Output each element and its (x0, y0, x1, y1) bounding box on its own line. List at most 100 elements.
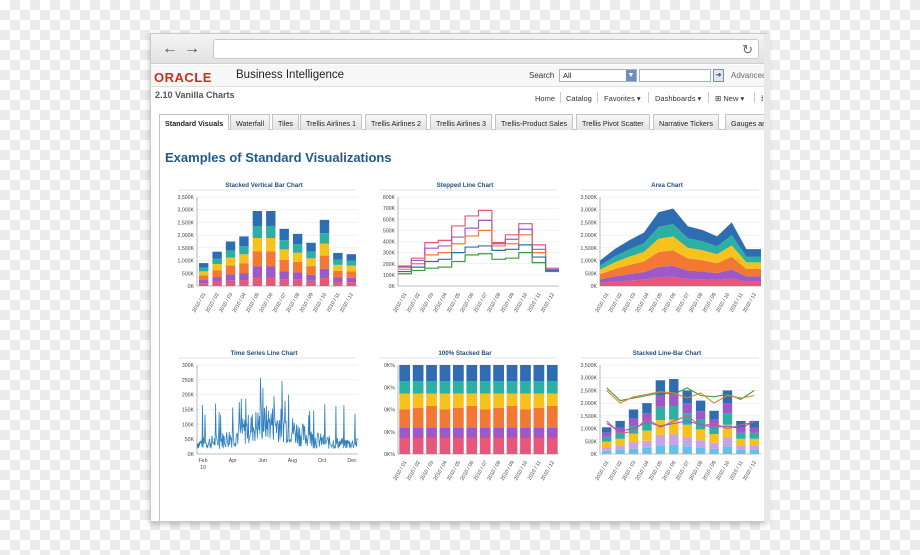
bar-segment (466, 437, 478, 454)
bar-segment (655, 445, 666, 454)
tab-tiles[interactable]: Tiles (272, 114, 299, 130)
advanced-search-link[interactable]: Advanced (731, 71, 767, 80)
bar-segment (466, 381, 478, 394)
bar-segment (642, 421, 652, 431)
bar-segment (333, 252, 343, 260)
bar-segment (506, 393, 518, 406)
tab-gauges[interactable]: Gauges and (725, 114, 766, 130)
bar-segment (412, 407, 424, 428)
bar-segment (520, 381, 531, 394)
bar-segment (412, 381, 424, 394)
bar-segment (212, 258, 222, 265)
bar-segment (749, 438, 759, 446)
tab-trellis-pivot-scatter[interactable]: Trellis Pivot Scatter (576, 114, 650, 130)
tab-trellis-product-sales[interactable]: Trellis-Product Sales (495, 114, 574, 130)
bar-segment (655, 380, 666, 396)
y-tick-label: 250K (182, 378, 195, 384)
y-tick-label: 0K (591, 284, 598, 290)
x-tick-label: Apr (229, 458, 237, 464)
area-band (600, 265, 761, 283)
search-scope-select[interactable]: All ▼ (559, 69, 637, 82)
y-tick-label: 0K% (384, 452, 395, 458)
bar-segment (252, 251, 263, 267)
bar-segment (533, 407, 545, 428)
nav-dashboards-menu[interactable]: Dashboards ▾ (655, 94, 702, 103)
bar-segment (695, 429, 706, 441)
bar-segment (546, 393, 558, 406)
bar-segment (602, 432, 612, 437)
bar-segment (669, 393, 679, 406)
tab-waterfall[interactable]: Waterfall (230, 114, 271, 130)
tab-trellis-airlines-2[interactable]: Trellis Airlines 2 (365, 114, 428, 130)
bar-segment (682, 390, 692, 404)
bar-segment (736, 445, 746, 451)
y-tick-label: 0K (591, 452, 598, 458)
bar-segment (199, 263, 209, 268)
bar-segment (722, 446, 733, 454)
reload-icon[interactable]: ↻ (742, 42, 753, 57)
bar-segment (292, 272, 303, 280)
bar-segment (279, 240, 289, 250)
search-go-icon[interactable]: ➔ (713, 69, 724, 82)
tab-narrative-tickers[interactable]: Narrative Tickers (653, 114, 719, 130)
nav-favorites-menu[interactable]: Favorites ▾ (604, 94, 641, 103)
bar-segment (333, 259, 343, 265)
nav-catalog-link[interactable]: Catalog (566, 94, 592, 103)
y-tick-label: 3,500K (178, 195, 195, 201)
bar-segment (266, 276, 276, 286)
search-input[interactable] (639, 69, 711, 82)
y-tick-label: 150K (182, 408, 195, 414)
y-tick-label: 500K (585, 439, 598, 445)
chevron-down-icon[interactable]: ▼ (626, 70, 636, 81)
area-chart: Area Chart 0K 500K 1,000K 1,500K 2,000K 2,500K… (581, 182, 761, 314)
bar-segment (709, 434, 719, 443)
bar-segment (266, 251, 276, 267)
bar-segment (506, 365, 518, 382)
bar-segment (709, 426, 719, 435)
tab-standard-visuals[interactable]: Standard Visuals (159, 114, 230, 131)
arrow-right-icon[interactable]: → (184, 40, 200, 57)
arrow-left-icon[interactable]: ← (162, 40, 178, 57)
bar-segment (479, 381, 491, 394)
tab-trellis-airlines-1[interactable]: Trellis Airlines 1 (300, 114, 363, 130)
y-tick-label: 1,000K (178, 259, 195, 265)
bar-segment (655, 406, 666, 421)
bar-segment (266, 237, 276, 252)
bar-segment (239, 273, 249, 281)
bar-segment (346, 260, 356, 266)
bar-segment (749, 450, 759, 454)
bar-segment (722, 424, 733, 438)
bar-segment (479, 409, 491, 428)
bar-segment (319, 278, 330, 286)
bar-segment (225, 265, 236, 275)
stacked-line-bar-chart: Stacked Line-Bar Chart 0K 500K 1,000K 1,500K… (581, 350, 766, 482)
bar-segment (682, 413, 692, 425)
y-tick-label: 2,500K (581, 388, 598, 394)
nav-new-menu[interactable]: ⊞ New ▾ (715, 94, 745, 103)
bar-segment (506, 405, 518, 428)
bar-segment (682, 424, 692, 438)
nav-home-link[interactable]: Home (535, 94, 556, 103)
bar-segment (212, 270, 222, 278)
bar-segment (212, 251, 222, 259)
nav-divider (560, 92, 561, 103)
y-tick-label: 600K (383, 217, 396, 223)
series-line (606, 390, 755, 404)
address-bar[interactable]: ↻ (213, 39, 759, 59)
series-line (398, 229, 559, 272)
tab-trellis-airlines-3[interactable]: Trellis Airlines 3 (430, 114, 493, 130)
y-tick-label: 500K (182, 271, 195, 277)
series-line (398, 219, 559, 270)
more-options-icon[interactable]: ⁞ (761, 94, 764, 103)
stepped-line-chart: Stepped Line Chart 0K 100K 200K 300K 400K 500K… (379, 182, 559, 314)
bar-segment (399, 381, 411, 394)
y-tick-label: 3,500K (581, 195, 598, 201)
bar-segment (642, 440, 652, 448)
bar-segment (602, 427, 612, 433)
bar-segment (212, 264, 222, 271)
product-name: Business Intelligence (236, 69, 345, 81)
bar-segment (520, 409, 531, 428)
bar-segment (279, 271, 289, 280)
bar-segment (546, 427, 558, 438)
bar-segment (602, 436, 612, 442)
